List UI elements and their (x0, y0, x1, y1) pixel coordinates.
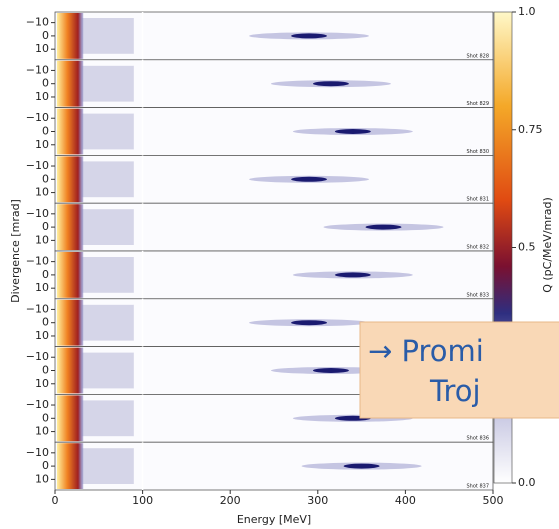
low-energy-signal (57, 443, 84, 489)
y-tick-label: −10 (26, 350, 49, 363)
y-tick-label: 0 (42, 220, 49, 233)
panel (54, 441, 494, 491)
background-signal (81, 304, 134, 341)
x-tick-label: 100 (132, 494, 153, 507)
y-tick-label: 10 (35, 42, 49, 55)
low-energy-signal (57, 347, 84, 394)
x-tick-label: 500 (483, 494, 504, 507)
y-tick-label: −10 (26, 63, 49, 76)
y-tick-label: 10 (35, 281, 49, 294)
low-energy-signal (57, 108, 84, 155)
panel (54, 107, 494, 156)
colorbar-tick-label: 0.75 (518, 123, 543, 136)
colorbar-label: Q (pC/MeV/mrad) (541, 197, 554, 293)
y-tick-label: −10 (26, 446, 49, 459)
overlay-line: Troj (429, 374, 481, 408)
background-signal (81, 113, 134, 150)
y-axis-label: Divergence [mrad] (9, 199, 22, 303)
y-tick-label: −10 (26, 159, 49, 172)
y-tick-label: 0 (42, 172, 49, 185)
y-tick-label: −10 (26, 16, 49, 29)
y-tick-label: 0 (42, 364, 49, 377)
panel-label: Shot 836 (467, 436, 490, 442)
panel (54, 155, 494, 204)
y-tick-label: 0 (42, 125, 49, 138)
y-tick-label: −10 (26, 398, 49, 411)
overlay-box: → Promi Troj (359, 321, 559, 419)
y-tick-label: −10 (26, 111, 49, 124)
x-tick-label: 200 (220, 494, 241, 507)
y-tick-label: 10 (35, 138, 49, 151)
panel (54, 59, 494, 108)
beam-peak (291, 320, 328, 326)
panel-label: Shot 828 (467, 53, 490, 59)
y-tick-label: 0 (42, 459, 49, 472)
beam-peak (312, 81, 349, 87)
beam-peak (291, 33, 328, 39)
background-signal (81, 257, 134, 293)
y-tick-label: 0 (42, 29, 49, 42)
low-energy-signal (57, 395, 84, 442)
colorbar-tick-label: 0.0 (518, 476, 536, 489)
beam-peak (334, 272, 371, 278)
panel-label: Shot 833 (467, 292, 490, 298)
background-signal (81, 400, 134, 437)
background-signal (81, 448, 134, 484)
background-signal (81, 352, 134, 389)
y-tick-label: 10 (35, 90, 49, 103)
y-tick-label: 10 (35, 377, 49, 390)
x-tick-label: 0 (52, 494, 59, 507)
beam-peak (343, 463, 380, 469)
y-tick-label: 10 (35, 329, 49, 342)
background-signal (81, 161, 134, 198)
beam-peak (334, 129, 371, 134)
panel-label: Shot 831 (467, 197, 490, 203)
y-tick-label: 0 (42, 77, 49, 90)
low-energy-signal (57, 13, 84, 59)
colorbar-tick-label: 0.5 (518, 241, 536, 254)
y-tick-label: 10 (35, 233, 49, 246)
x-axis-label: Energy [MeV] (237, 513, 311, 526)
panel-label: Shot 832 (467, 245, 490, 251)
background-signal (81, 65, 134, 102)
low-energy-signal (57, 204, 84, 250)
y-tick-label: −10 (26, 207, 49, 220)
y-tick-label: 0 (42, 268, 49, 281)
overlay-line: → Promi (368, 334, 484, 368)
y-tick-label: 0 (42, 411, 49, 424)
beam-peak (291, 176, 328, 182)
panel-label: Shot 837 (467, 484, 490, 490)
overlay-background (359, 321, 559, 419)
y-tick-label: 0 (42, 316, 49, 329)
beam-peak (365, 224, 402, 230)
background-signal (81, 18, 134, 54)
panel (54, 11, 494, 61)
low-energy-signal (57, 252, 84, 298)
y-tick-label: 10 (35, 186, 49, 199)
low-energy-signal (57, 299, 84, 346)
low-energy-signal (57, 60, 84, 107)
y-tick-label: 10 (35, 472, 49, 485)
y-tick-label: 10 (35, 425, 49, 438)
background-signal (81, 209, 134, 245)
panel (54, 250, 494, 300)
x-tick-label: 300 (307, 494, 328, 507)
y-tick-label: −10 (26, 255, 49, 268)
low-energy-signal (57, 156, 84, 203)
panel-label: Shot 829 (467, 101, 490, 107)
panel-label: Shot 830 (467, 149, 490, 155)
beam-peak (312, 368, 349, 373)
x-tick-label: 400 (395, 494, 416, 507)
colorbar-tick-label: 1.0 (518, 5, 536, 18)
panel (54, 202, 494, 252)
y-tick-label: −10 (26, 302, 49, 315)
